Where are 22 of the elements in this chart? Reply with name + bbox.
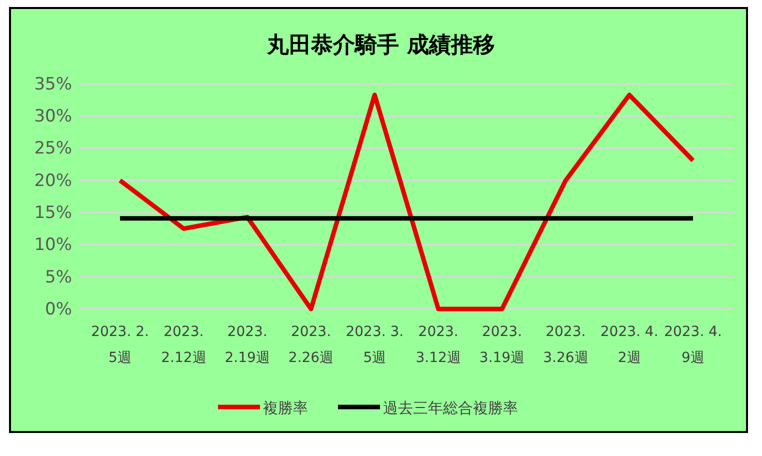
y-tick-label: 35% <box>34 74 72 94</box>
y-tick-label: 5% <box>45 267 72 288</box>
x-tick-label: 2023. 3. 5週 <box>346 324 404 366</box>
y-tick-label: 15% <box>34 203 72 224</box>
x-tick-label: 2023. 2. 5週 <box>91 324 149 366</box>
line-series <box>118 92 696 312</box>
y-tick-label: 30% <box>34 106 72 127</box>
x-tick-label: 2023. 2.26週 <box>288 324 334 366</box>
x-tick-label: 2023. 2.12週 <box>161 324 206 366</box>
chart-title: 丸田恭介騎手 成績推移 <box>266 33 495 58</box>
y-tick-label: 20% <box>34 170 72 191</box>
y-tick-label: 0% <box>45 299 72 320</box>
x-tick-label: 2023. 2.19週 <box>224 324 270 366</box>
x-tick-label: 2023. 3.19週 <box>479 324 525 366</box>
legend-label: 過去三年総合複勝率 <box>383 399 518 417</box>
x-tick-label: 2023. 3.26週 <box>543 324 588 366</box>
legend-label: 複勝率 <box>263 399 308 417</box>
y-tick-label: 25% <box>34 138 72 159</box>
x-tick-label: 2023. 4. 9週 <box>664 324 722 366</box>
x-tick-label: 2023. 4. 2週 <box>600 324 658 366</box>
y-tick-label: 10% <box>34 235 72 256</box>
x-tick-label: 2023. 3.12週 <box>416 324 461 366</box>
